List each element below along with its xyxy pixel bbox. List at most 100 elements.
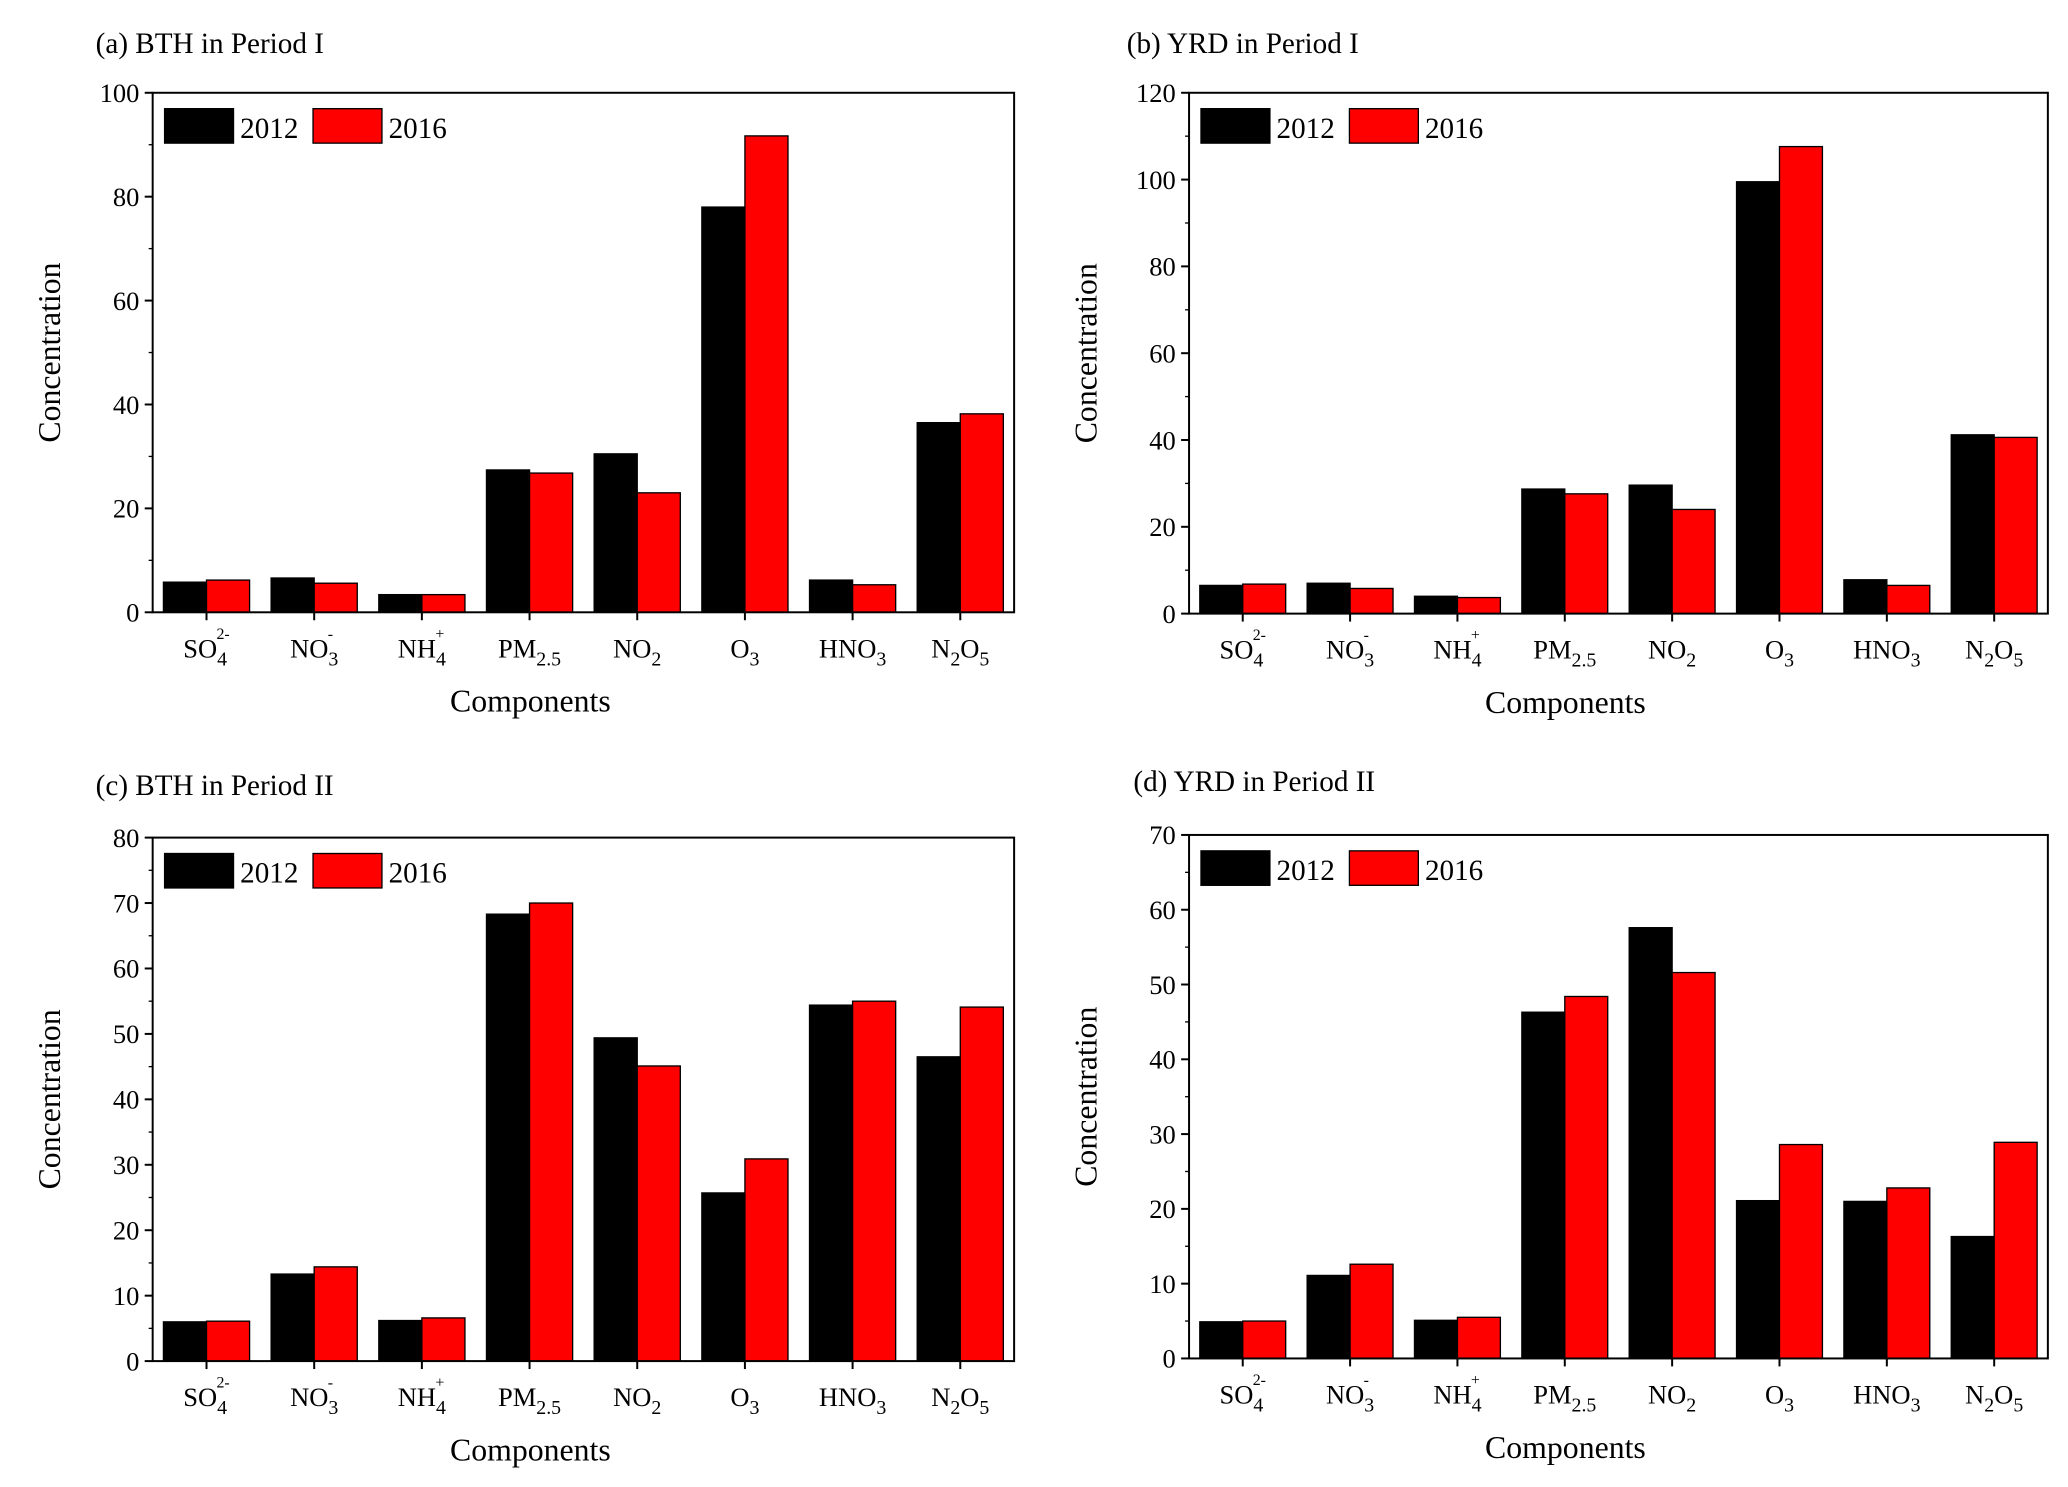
bar-2012-5 [701,1192,746,1362]
label-base: HNO [819,1382,876,1412]
x-tick-label: O3 [1765,635,1794,672]
legend-label-2016: 2016 [1425,113,1483,145]
bar-2016-6 [1886,584,1931,615]
legend-swatch-2016 [1348,850,1420,886]
bar-2012-6 [808,579,854,613]
label-superscript: + [435,626,444,643]
y-axis-label: Concentration [32,262,67,442]
label-superscript: + [1471,627,1480,644]
label-subscript: 2 [1984,650,1994,672]
label-base: NO [1648,635,1686,665]
bar-2016-3 [1564,493,1609,615]
bar-2012-7 [1950,434,1995,615]
chart-panel-d: (d) YRD in Period II010203040506070SO42-… [1068,766,2049,1465]
label-subscript: 2.5 [1572,1394,1597,1416]
bar-2016-0 [205,579,251,613]
bar-2012-5 [1735,181,1781,615]
bar-2012-6 [808,1004,854,1362]
label-subscript: 3 [1911,650,1921,672]
bar-2012-1 [270,1273,315,1362]
label-base: O [1765,1380,1784,1410]
y-tick-label: 60 [113,954,140,984]
label-subscript: 2.5 [536,1397,561,1419]
label-superscript: 2- [1253,627,1266,644]
bar-2012-0 [162,581,208,613]
label-subscript: 3 [876,1397,886,1419]
x-tick-label: NO2 [613,633,661,670]
bar-2016-7 [1993,1141,2038,1360]
chart-panel-c: (c) BTH in Period II01020304050607080SO4… [32,770,1016,1467]
label-subscript: 5 [2013,1394,2023,1416]
bar-2016-2 [421,593,466,613]
label-base: N [1965,635,1984,665]
x-tick-label: SO4 2- [1219,627,1265,672]
x-tick-label: NH4 + [1433,1372,1481,1417]
x-tick-label: N2O5 [1965,1380,2023,1417]
y-tick-label: 60 [1149,338,1176,368]
y-tick-label: 10 [113,1281,140,1311]
bar-2012-5 [1735,1199,1781,1360]
label-subscript: 4 [217,648,227,670]
label-subscript: 4 [436,1397,446,1419]
label-subscript: 3 [1784,650,1794,672]
label-base: O [960,633,979,663]
label-base: O [1765,635,1784,665]
bar-2012-3 [485,469,531,613]
bar-2016-0 [1242,583,1287,615]
bar-2016-6 [851,1000,897,1362]
bar-2016-3 [1564,995,1609,1360]
label-subscript: 3 [1364,1394,1374,1416]
label-base: NH [398,633,436,663]
plot-frame [1188,91,2049,615]
label-base: NH [398,1382,436,1412]
label-subscript: 4 [217,1397,227,1419]
legend-label-2012: 2012 [240,113,298,145]
y-tick-label: 50 [1149,970,1176,1000]
label-base: HNO [1853,635,1910,665]
x-tick-label: O3 [730,633,759,670]
y-tick-label: 70 [113,888,140,918]
y-tick-label: 10 [1149,1269,1176,1299]
legend-swatch-2016 [312,108,383,144]
label-subscript: 3 [1364,650,1374,672]
chart-title: (c) BTH in Period II [96,770,334,802]
y-tick-label: 20 [113,494,140,524]
label-superscript: - [328,626,333,643]
label-base: N [931,1382,950,1412]
label-base: NO [1326,635,1364,665]
bar-2016-5 [1778,1143,1824,1360]
x-tick-label: NO2 [1648,1380,1696,1417]
y-tick-label: 80 [113,823,140,853]
bar-2012-7 [1950,1235,1995,1360]
bar-2016-1 [313,1266,358,1362]
label-base: NO [1648,1380,1686,1410]
label-base: PM [1533,1380,1571,1410]
label-subscript: 3 [1911,1394,1921,1416]
label-base: SO [1219,635,1253,665]
bar-2016-4 [636,492,681,613]
label-subscript: 5 [2013,650,2023,672]
label-subscript: 3 [876,648,886,670]
x-tick-label: O3 [1765,1380,1794,1417]
label-base: N [1965,1380,1984,1410]
x-tick-label: PM2.5 [1533,635,1596,672]
label-subscript: 5 [979,1397,989,1419]
x-tick-label: NO3 - [1326,627,1374,672]
bar-2016-7 [1993,436,2038,615]
label-subscript: 3 [1784,1394,1794,1416]
x-tick-label: NO2 [1648,635,1696,672]
y-tick-label: 20 [113,1215,140,1245]
x-tick-label: NH4 + [398,626,446,671]
x-tick-label: PM2.5 [498,1382,561,1419]
x-tick-label: HNO3 [1853,1380,1920,1417]
label-subscript: 4 [1472,1394,1482,1416]
bar-2012-2 [378,593,423,613]
label-superscript: 2- [216,1375,229,1392]
y-tick-label: 40 [113,390,140,420]
label-subscript: 2 [651,648,661,670]
label-base: SO [1219,1380,1253,1410]
x-tick-label: O3 [730,1382,759,1419]
x-axis-label: Components [450,1432,611,1467]
x-axis-label: Components [1485,685,1646,720]
label-base: NH [1433,1380,1471,1410]
